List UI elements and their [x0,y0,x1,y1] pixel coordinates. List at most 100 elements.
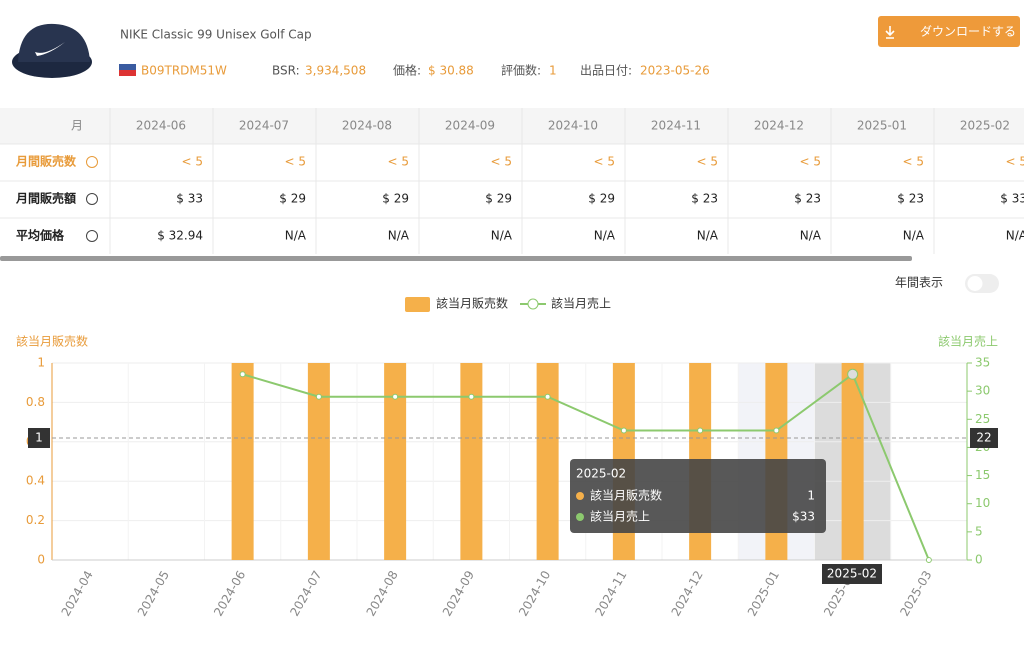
download-icon [885,26,895,39]
tooltip-value: 1 [807,489,815,503]
table-header-cell: 2025-01 [857,119,907,133]
table-header-cell: 2024-11 [651,119,701,133]
y2-tick-label: 35 [975,356,990,370]
table-header-cell: 2024-08 [342,119,392,133]
flag [119,70,136,76]
table-cell: N/A [1006,229,1024,243]
legend-swatch [527,298,539,310]
tooltip-dot [576,513,584,521]
product-title: NIKE Classic 99 Unisex Golf Cap [120,28,312,42]
y-tick-label: 0.8 [26,395,45,409]
x-tick-label: 2024-07 [287,568,324,618]
tooltip-name: 該当月売上 [590,509,650,524]
table-cell: $ 23 [691,192,718,206]
line-point [392,393,399,400]
table-header-cell: 2025-02 [960,119,1010,133]
y-tick-label: 0.4 [26,474,45,488]
y2-tick-label: 10 [975,496,990,510]
table-cell: $ 32.94 [157,229,203,243]
product-price-label: 価格: [393,63,421,78]
product-image [12,23,92,78]
download-button[interactable] [878,16,1020,47]
help-icon [86,156,98,168]
y2-tick-label: 30 [975,384,990,398]
table-cell: < 5 [181,155,203,169]
x-tick-label: 2024-12 [669,568,706,618]
table-cell: < 5 [1005,155,1024,169]
product-date-label: 出品日付: [580,64,632,78]
line [242,372,930,561]
y-tick-label: 1 [37,356,45,370]
y-tick-label: 0.2 [26,513,45,527]
toggle-knob [967,276,983,291]
line-point [925,557,932,563]
table-cell: $ 29 [279,192,306,206]
y-axis-title: 該当月販売数 [16,334,88,349]
help-icon [86,193,98,205]
x-tick-label: 2024-11 [592,568,629,618]
bar [307,363,330,560]
legend-label: 該当月売上 [551,296,611,311]
y2-axis-title: 該当月売上 [938,334,998,349]
pointer-box [822,564,882,584]
x-tick-label: 2024-08 [364,568,401,618]
table-cell: $ 29 [382,192,409,206]
product-asin: B09TRDM51W [141,64,227,78]
product-bsr-label: BSR: [272,64,300,78]
x-tick-label: 2024-04 [59,568,96,618]
table-cell: N/A [491,229,513,243]
table-cell: N/A [697,229,719,243]
y2-tick-label: 5 [975,524,983,538]
pointer-box [970,428,998,448]
table-cell: < 5 [387,155,409,169]
table-cell: < 5 [799,155,821,169]
bar [841,363,864,560]
table-cell: $ 29 [588,192,615,206]
table-header-cell: 2024-10 [548,119,598,133]
tooltip-value: $33 [792,510,815,524]
tooltip-title: 2025-02 [576,467,626,481]
product-date: 2023-05-26 [640,64,710,78]
tooltip-dot [576,492,584,500]
table-cell: N/A [285,229,307,243]
row-label: 月間販売数 [15,154,77,169]
table-cell: $ 33 [1000,192,1024,206]
x-tick-label: 2024-05 [135,568,172,618]
table-cell: $ 29 [485,192,512,206]
y2-tick-label: 25 [975,412,990,426]
table-cell: < 5 [902,155,924,169]
table-header-cell: 2024-09 [445,119,495,133]
table-cell: < 5 [490,155,512,169]
row-label: 平均価格 [16,228,65,243]
tooltip [570,459,826,533]
download-label[interactable]: ダウンロードする [920,24,1016,39]
x-tick-label: 2024-10 [516,568,553,618]
tooltip-name: 該当月販売数 [590,488,662,503]
scrollbar[interactable] [0,256,912,261]
legend-label: 該当月販売数 [436,296,508,311]
table-cell: < 5 [593,155,615,169]
table-cell: $ 23 [794,192,821,206]
toggle-label: 年間表示 [895,276,943,290]
y2-tick-label: 15 [975,468,990,482]
table-header-cell: 月 [71,119,83,133]
line-point [544,393,551,400]
table-header-bg [0,108,1024,144]
bar [460,363,483,560]
pointer-y-label: 1 [35,431,43,445]
y2-tick-label: 0 [975,553,983,567]
x-tick-label: 2025-03 [897,568,934,618]
table-cell: $ 23 [897,192,924,206]
line-point [315,393,322,400]
line-point [239,371,246,378]
product-reviews-label: 評価数: [501,63,541,78]
help-icon [86,230,98,242]
line-point [773,427,780,434]
y-tick-label: 0 [37,553,45,567]
bar [536,363,559,560]
product-price: $ 30.88 [428,64,474,78]
pointer-box [28,428,50,448]
bar [384,363,407,560]
